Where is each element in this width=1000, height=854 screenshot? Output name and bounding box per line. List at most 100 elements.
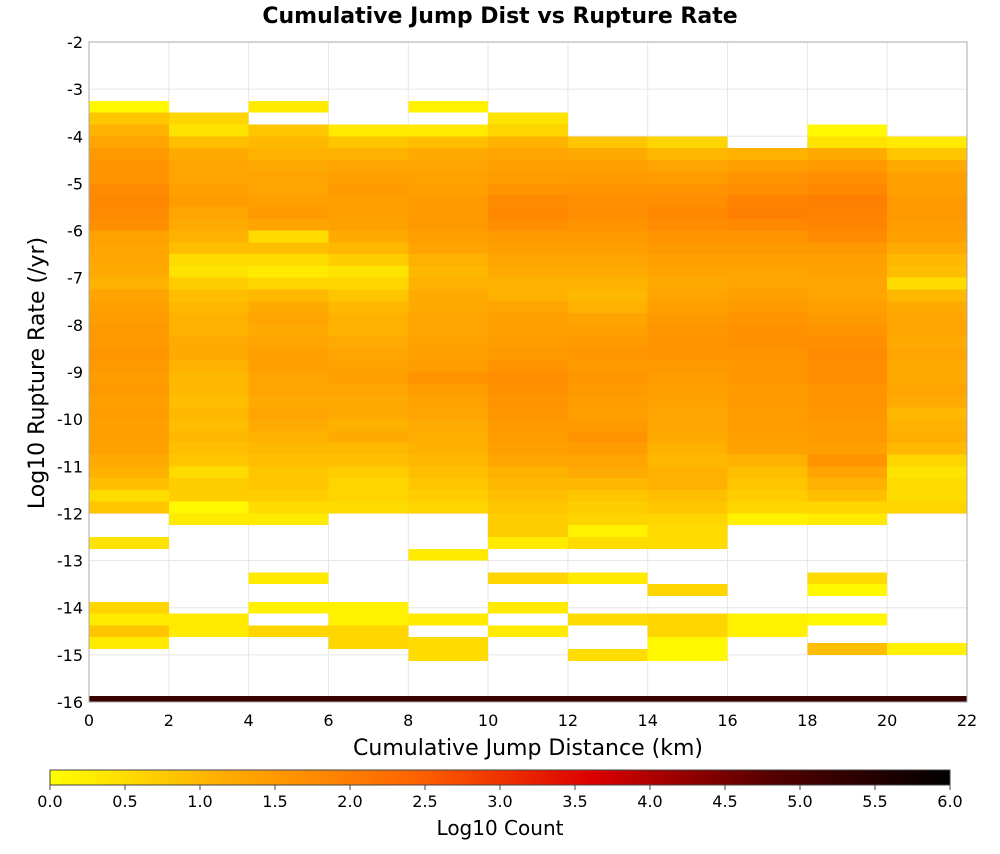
heatmap-cell — [488, 324, 568, 337]
heatmap-cell — [89, 313, 169, 325]
heatmap-cell — [727, 148, 808, 160]
heatmap-cell — [807, 501, 888, 514]
heatmap-cell — [567, 419, 648, 431]
heatmap-cell — [408, 372, 489, 384]
heatmap-cell — [727, 207, 808, 219]
heatmap-cell — [488, 501, 568, 514]
heatmap-cell — [727, 313, 808, 325]
heatmap-cell — [488, 478, 568, 490]
heatmap-cell — [168, 407, 249, 420]
heatmap-cell — [647, 648, 728, 661]
heatmap-cell — [328, 637, 409, 649]
heatmap-cell — [168, 301, 249, 314]
heatmap-cell — [89, 324, 169, 337]
heatmap-cell — [727, 348, 808, 361]
heatmap-cell — [89, 454, 169, 467]
heatmap-cell — [647, 360, 728, 372]
heatmap-cell — [408, 265, 489, 278]
heatmap-cell — [168, 148, 249, 160]
heatmap-cell — [89, 489, 169, 502]
heatmap-cell — [408, 637, 489, 649]
heatmap-cell — [248, 277, 329, 290]
heatmap-cell — [567, 183, 648, 196]
heatmap-cell — [408, 430, 489, 443]
heatmap-cell — [328, 277, 409, 290]
heatmap-cell — [89, 637, 169, 649]
heatmap-cell — [647, 584, 728, 596]
colorbar-tick-label: 5.5 — [862, 792, 887, 811]
heatmap-cell — [89, 195, 169, 207]
heatmap-cell — [408, 207, 489, 219]
heatmap-cell — [647, 301, 728, 314]
heatmap-cell — [647, 537, 728, 549]
heatmap-cell — [807, 230, 888, 243]
heatmap-cell — [328, 430, 409, 443]
heatmap-cell — [887, 183, 967, 196]
heatmap-cell — [727, 183, 808, 196]
heatmap-cell — [248, 348, 329, 361]
heatmap-cell — [567, 207, 648, 219]
heatmap-cell — [408, 277, 489, 290]
heatmap-cell — [807, 136, 888, 149]
heatmap-cell — [408, 478, 489, 490]
heatmap-cell — [488, 372, 568, 384]
heatmap-cell — [727, 613, 808, 626]
heatmap-cell — [647, 289, 728, 302]
heatmap-cell — [328, 124, 409, 137]
heatmap-cell — [89, 230, 169, 243]
heatmap-cell — [488, 277, 568, 290]
heatmap-cell — [727, 395, 808, 408]
heatmap-cell — [807, 159, 888, 172]
heatmap-cell — [408, 501, 489, 514]
heatmap-cell — [248, 195, 329, 207]
heatmap-cell — [567, 572, 648, 585]
y-axis-ticks: -2 -3 -4 -5 -6 -7 -8 -9 -10 -11 -12 -13 -14 -15 -16 — [57, 33, 83, 712]
y-tick-label: -14 — [57, 599, 83, 618]
heatmap-cell — [89, 254, 169, 266]
heatmap-cell — [408, 183, 489, 196]
heatmap-cell — [567, 148, 648, 160]
y-tick-label: -10 — [57, 410, 83, 429]
heatmap-cell — [248, 513, 329, 526]
x-tick-label: 14 — [638, 711, 658, 730]
heatmap-cell — [647, 171, 728, 184]
heatmap-cell — [488, 112, 568, 125]
heatmap-cell — [488, 601, 568, 614]
heatmap-cell — [647, 218, 728, 231]
heatmap-cell — [168, 171, 249, 184]
heatmap-cell — [248, 383, 329, 396]
heatmap-cell — [488, 148, 568, 160]
heatmap-cell — [89, 301, 169, 314]
heatmap-cell — [248, 430, 329, 443]
heatmap-cell — [89, 148, 169, 160]
heatmap-cell — [89, 537, 169, 549]
heatmap-cell — [488, 360, 568, 372]
heatmap-cell — [647, 254, 728, 266]
heatmap-cell — [248, 124, 329, 137]
heatmap-cell — [168, 395, 249, 408]
heatmap-cell — [488, 625, 568, 638]
heatmap-cell — [887, 430, 967, 443]
colorbar-tick-label: 2.0 — [337, 792, 362, 811]
x-tick-label: 20 — [877, 711, 897, 730]
heatmap-cell — [328, 148, 409, 160]
heatmap-cell — [408, 648, 489, 661]
heatmap-cell — [488, 419, 568, 431]
heatmap-cell — [89, 501, 169, 514]
heatmap-cell — [408, 148, 489, 160]
heatmap-cell — [727, 277, 808, 290]
colorbar-tick-label: 1.5 — [262, 792, 287, 811]
heatmap-cell — [328, 336, 409, 349]
heatmap-cell — [567, 289, 648, 302]
heatmap-cell — [328, 265, 409, 278]
heatmap-cell — [168, 625, 249, 638]
heatmap-cell — [807, 383, 888, 396]
heatmap-cell — [168, 230, 249, 243]
heatmap-cell — [647, 313, 728, 325]
heatmap-cell — [89, 277, 169, 290]
heatmap-cell — [408, 171, 489, 184]
y-tick-label: -16 — [57, 693, 83, 712]
heatmap-cell — [408, 324, 489, 337]
heatmap-cell — [807, 336, 888, 349]
x-axis-label: Cumulative Jump Distance (km) — [353, 736, 703, 761]
